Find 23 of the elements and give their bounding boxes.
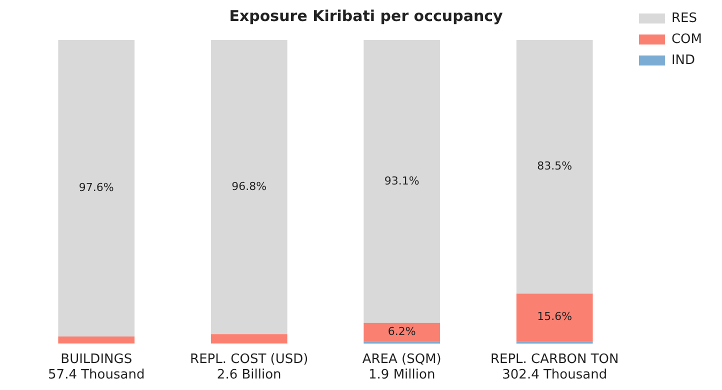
bar [210,334,288,344]
legend-label: RES [671,10,697,26]
x-tick-label: BUILDINGS 57.4 Thousand [48,352,145,383]
x-tick-label: REPL. CARBON TON 302.4 Thousand [490,352,619,383]
data-label: 83.5% [537,160,572,173]
data-label: 97.6% [78,181,114,194]
x-tick-label: REPL. COST (USD) 2.6 Billion [190,352,308,383]
bar [58,336,135,344]
data-label: 93.1% [384,174,420,188]
chart-title: Exposure Kiribati per occupancy [229,6,503,25]
bar [516,294,593,342]
bar [58,40,135,337]
x-tick-label: AREA (SQM) 1.9 Million [362,352,442,383]
bar [210,40,288,334]
data-label: 15.6% [537,310,572,324]
bar [364,322,440,342]
bar [516,341,593,344]
legend-label: IND [671,52,696,68]
bar [364,40,440,323]
legend-label: COM [671,32,702,47]
data-label: 96.8% [232,180,267,193]
data-label: 6.2% [388,325,416,338]
bar [516,40,593,294]
